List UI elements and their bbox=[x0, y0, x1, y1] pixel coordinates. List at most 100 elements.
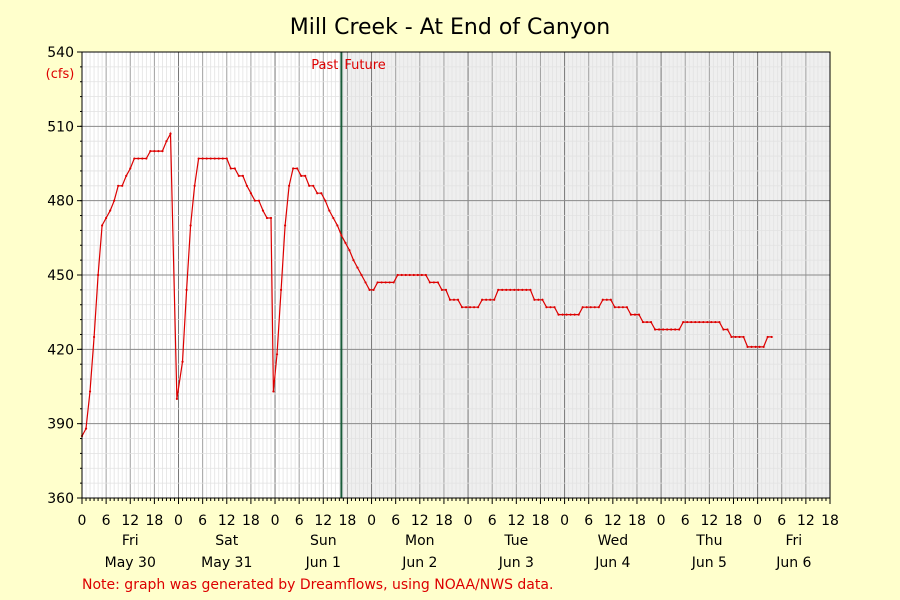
flow-data-point bbox=[113, 199, 116, 202]
flow-data-point bbox=[621, 306, 624, 309]
flow-data-point bbox=[662, 328, 665, 331]
flow-data-point bbox=[738, 335, 741, 339]
flow-data-point bbox=[452, 298, 456, 301]
x-tick-label: 6 bbox=[584, 513, 593, 529]
flow-data-point bbox=[613, 306, 616, 309]
flow-data-point bbox=[88, 390, 92, 393]
flow-data-point bbox=[694, 320, 697, 324]
flow-data-point bbox=[105, 216, 108, 220]
flow-data-point bbox=[205, 157, 208, 160]
flow-data-point bbox=[308, 184, 311, 187]
flow-data-point bbox=[726, 328, 729, 331]
flow-data-point bbox=[686, 320, 689, 324]
flow-data-point bbox=[541, 298, 544, 301]
flow-data-point bbox=[545, 306, 548, 309]
flow-data-point bbox=[129, 167, 132, 170]
flow-data-point bbox=[521, 288, 524, 291]
day-name-label: Tue bbox=[503, 533, 528, 549]
flow-data-point bbox=[201, 157, 204, 160]
flow-data-point bbox=[416, 273, 419, 277]
flow-data-point bbox=[436, 281, 440, 284]
flow-data-point bbox=[404, 273, 407, 277]
flow-data-point bbox=[573, 313, 576, 316]
day-name-label: Wed bbox=[598, 533, 629, 549]
flow-data-point bbox=[690, 320, 693, 324]
day-date-label: Jun 2 bbox=[401, 555, 437, 571]
flow-data-point bbox=[388, 281, 391, 284]
flow-data-point bbox=[750, 345, 753, 348]
flow-data-point bbox=[245, 184, 248, 187]
flow-data-point bbox=[193, 184, 196, 187]
x-tick-label: 6 bbox=[488, 513, 497, 529]
day-date-label: May 30 bbox=[105, 555, 156, 571]
flow-data-point bbox=[456, 298, 460, 301]
flow-data-point bbox=[121, 184, 124, 187]
day-date-label: Jun 4 bbox=[594, 555, 630, 571]
flow-data-point bbox=[468, 306, 472, 309]
flow-data-point bbox=[265, 216, 269, 220]
flow-data-point bbox=[185, 288, 188, 291]
day-name-label: Thu bbox=[695, 533, 722, 549]
flow-data-point bbox=[324, 199, 327, 202]
flow-data-point bbox=[617, 306, 620, 309]
flow-data-point bbox=[722, 328, 725, 331]
flow-data-point bbox=[569, 313, 572, 316]
flow-data-point bbox=[352, 259, 355, 262]
x-tick-label: 6 bbox=[295, 513, 304, 529]
flow-data-point bbox=[408, 273, 411, 277]
flow-data-point bbox=[637, 313, 641, 316]
flow-data-point bbox=[505, 288, 508, 291]
flow-data-point bbox=[702, 320, 705, 324]
flow-data-point bbox=[372, 288, 375, 291]
flow-data-point bbox=[549, 306, 552, 309]
x-tick-label: 6 bbox=[198, 513, 207, 529]
flow-data-point bbox=[444, 288, 448, 291]
x-tick-label: 0 bbox=[78, 513, 87, 529]
day-date-label: Jun 1 bbox=[305, 555, 341, 571]
flow-data-point bbox=[92, 335, 96, 339]
x-tick-label: 12 bbox=[218, 513, 236, 529]
day-name-label: Fri bbox=[122, 533, 139, 549]
flow-data-point bbox=[553, 306, 556, 309]
flow-data-point bbox=[734, 335, 737, 339]
y-axis-label: (cfs) bbox=[46, 67, 75, 82]
flow-data-point bbox=[428, 281, 431, 284]
flow-data-point bbox=[312, 184, 315, 187]
flow-data-point bbox=[649, 320, 653, 324]
flow-data-point bbox=[141, 157, 144, 160]
y-tick-label: 450 bbox=[47, 268, 74, 284]
y-tick-label: 390 bbox=[47, 417, 74, 433]
flow-data-point bbox=[501, 288, 504, 291]
x-tick-label: 18 bbox=[145, 513, 163, 529]
flow-data-point bbox=[272, 390, 275, 393]
flow-data-point bbox=[645, 320, 649, 324]
flow-data-point bbox=[360, 273, 363, 277]
y-tick-label: 420 bbox=[47, 342, 74, 358]
flow-data-point bbox=[356, 266, 359, 269]
day-date-label: Jun 3 bbox=[498, 555, 534, 571]
flow-data-point bbox=[730, 335, 733, 339]
x-tick-label: 12 bbox=[797, 513, 815, 529]
flow-data-point bbox=[670, 328, 673, 331]
flow-data-point bbox=[440, 288, 444, 291]
flow-data-point bbox=[400, 273, 403, 277]
flow-data-point bbox=[340, 234, 343, 237]
flow-data-point bbox=[249, 192, 253, 195]
flow-data-point bbox=[448, 298, 452, 301]
flow-data-point bbox=[537, 298, 540, 301]
day-date-label: Jun 5 bbox=[691, 555, 727, 571]
flow-data-point bbox=[529, 288, 532, 291]
x-tick-label: 12 bbox=[411, 513, 429, 529]
flow-data-point bbox=[497, 288, 500, 291]
flow-data-point bbox=[221, 157, 224, 160]
x-tick-label: 0 bbox=[753, 513, 762, 529]
flow-data-point bbox=[344, 241, 347, 244]
flow-data-point bbox=[157, 150, 160, 153]
plot-border bbox=[81, 51, 831, 499]
flow-data-point bbox=[706, 320, 709, 324]
flow-data-point bbox=[513, 288, 516, 291]
flow-data-point bbox=[197, 157, 200, 160]
flow-data-point bbox=[292, 167, 295, 170]
flow-data-point bbox=[629, 313, 633, 316]
flow-data-point bbox=[125, 174, 128, 177]
